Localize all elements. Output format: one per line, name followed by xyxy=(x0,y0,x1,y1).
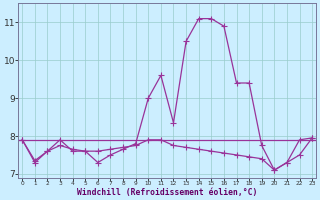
X-axis label: Windchill (Refroidissement éolien,°C): Windchill (Refroidissement éolien,°C) xyxy=(77,188,257,197)
